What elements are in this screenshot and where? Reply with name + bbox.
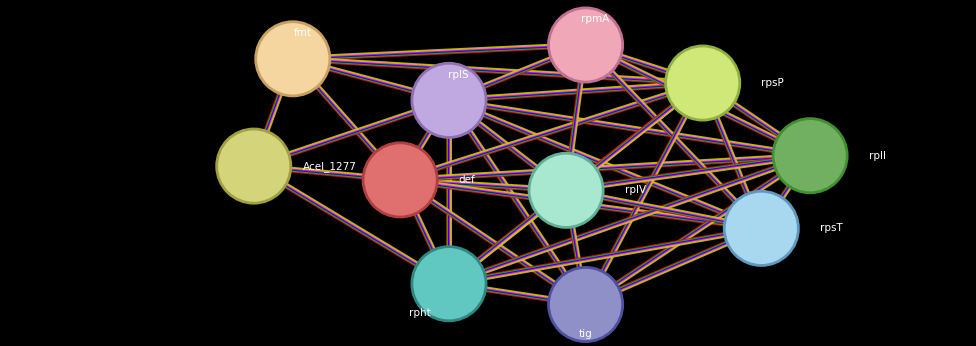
Text: rplS: rplS — [448, 70, 469, 80]
Text: rpsP: rpsP — [761, 78, 784, 88]
Text: tig: tig — [579, 329, 592, 339]
Text: rplI: rplI — [869, 151, 885, 161]
Text: rplV: rplV — [625, 185, 646, 195]
Ellipse shape — [549, 267, 623, 342]
Ellipse shape — [529, 153, 603, 227]
Text: rpht: rpht — [409, 308, 430, 318]
Ellipse shape — [256, 22, 330, 96]
Ellipse shape — [549, 8, 623, 82]
Ellipse shape — [666, 46, 740, 120]
Ellipse shape — [412, 63, 486, 137]
Text: def: def — [459, 175, 475, 185]
Ellipse shape — [773, 119, 847, 193]
Ellipse shape — [724, 191, 798, 265]
Text: rpmA: rpmA — [582, 14, 609, 24]
Text: fmt: fmt — [294, 28, 311, 38]
Text: AceI_1277: AceI_1277 — [303, 161, 356, 172]
Ellipse shape — [217, 129, 291, 203]
Ellipse shape — [412, 247, 486, 321]
Ellipse shape — [363, 143, 437, 217]
Text: rpsT: rpsT — [820, 224, 842, 233]
